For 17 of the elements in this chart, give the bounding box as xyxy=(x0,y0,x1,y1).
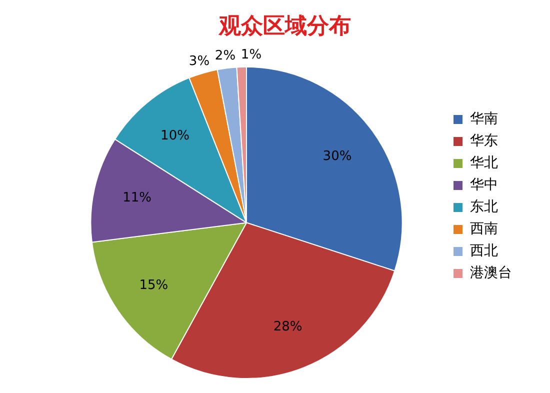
data-label: 3% xyxy=(188,54,210,69)
chart-title: 观众区域分布 xyxy=(218,14,351,39)
legend-label: 西南 xyxy=(470,221,498,238)
legend-label: 东北 xyxy=(470,199,498,216)
legend-label: 华东 xyxy=(470,133,498,150)
data-label: 28% xyxy=(273,319,302,334)
data-label: 2% xyxy=(214,48,236,64)
legend-label: 华南 xyxy=(470,111,498,128)
data-label: 11% xyxy=(122,190,152,206)
data-label: 15% xyxy=(139,278,168,294)
data-label: 1% xyxy=(240,47,262,62)
legend-label: 西北 xyxy=(470,243,498,260)
legend-label: 华中 xyxy=(470,177,498,194)
data-label: 10% xyxy=(160,128,190,144)
data-label: 30% xyxy=(322,149,352,164)
legend-label: 港澳台 xyxy=(470,265,512,282)
legend-label: 华北 xyxy=(470,155,498,172)
